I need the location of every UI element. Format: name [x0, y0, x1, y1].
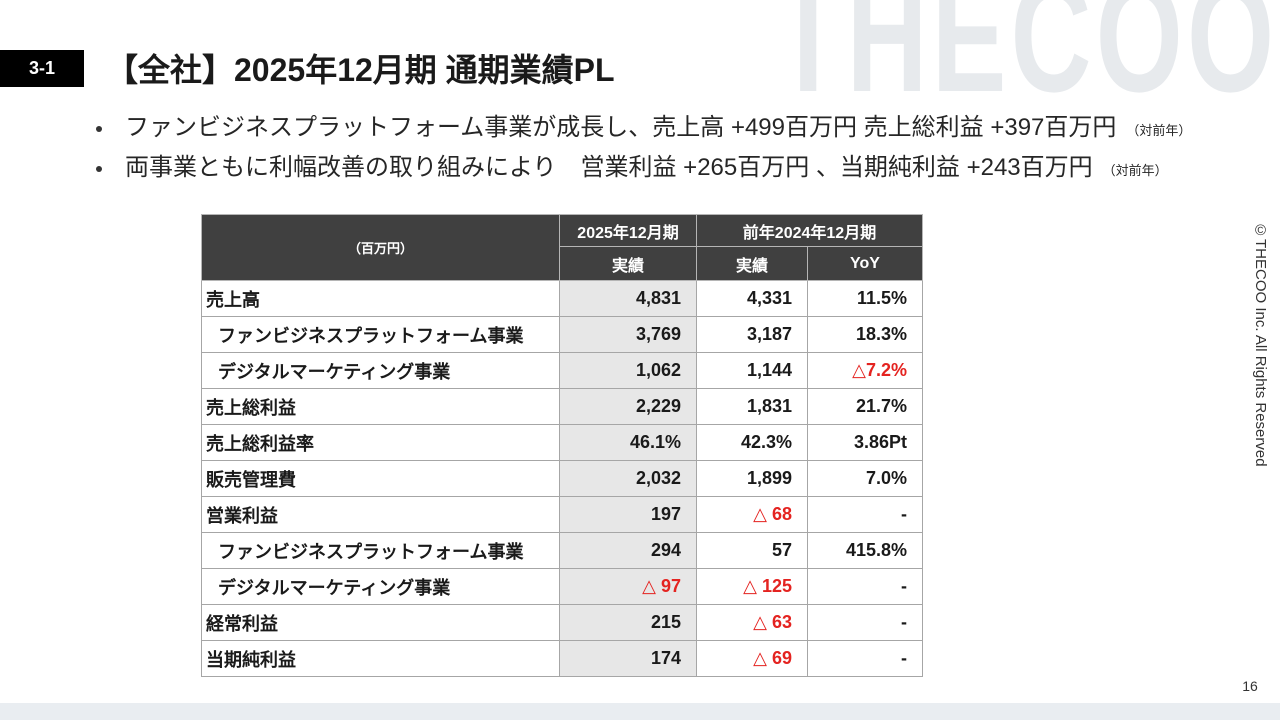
current-value: 2,032: [559, 460, 697, 497]
previous-value: △ 68: [696, 496, 808, 533]
previous-value: △ 125: [696, 568, 808, 605]
row-label: デジタルマーケティング事業: [201, 568, 560, 605]
yoy-value: -: [807, 496, 923, 533]
row-label: 売上総利益: [201, 388, 560, 425]
row-label: 販売管理費: [201, 460, 560, 497]
watermark-text: THECOO: [774, 0, 1279, 96]
row-label: 営業利益: [201, 496, 560, 533]
header-row: 実績 実績 YoY: [202, 246, 923, 281]
header-current-basis: 実績: [559, 246, 697, 281]
current-value: 294: [559, 532, 697, 569]
bullet-note: （対前年）: [1102, 163, 1168, 178]
previous-value: △ 63: [696, 604, 808, 641]
table-row: 経常利益 215 △ 63 -: [201, 604, 923, 641]
row-label: ファンビジネスプラットフォーム事業: [201, 532, 560, 569]
yoy-value: 21.7%: [807, 388, 923, 425]
previous-value: 57: [696, 532, 808, 569]
row-label: 経常利益: [201, 604, 560, 641]
yoy-value: 11.5%: [807, 280, 923, 317]
bullet-icon: [96, 166, 102, 172]
yoy-value: 18.3%: [807, 316, 923, 353]
table-row: 売上総利益率 46.1% 42.3% 3.86Pt: [201, 424, 923, 461]
current-value: △ 97: [559, 568, 697, 605]
table-row: ファンビジネスプラットフォーム事業 3,769 3,187 18.3%: [201, 316, 923, 353]
current-value: 3,769: [559, 316, 697, 353]
table-row: デジタルマーケティング事業 1,062 1,144 △7.2%: [201, 352, 923, 389]
previous-value: △ 69: [696, 640, 808, 677]
bullet-text: ファンビジネスプラットフォーム事業が成長し、売上高 +499百万円 売上総利益 …: [125, 114, 1117, 141]
footer-band: [0, 703, 1280, 720]
row-label: ファンビジネスプラットフォーム事業: [201, 316, 560, 353]
current-value: 46.1%: [559, 424, 697, 461]
current-value: 215: [559, 604, 697, 641]
table-row: デジタルマーケティング事業 △ 97 △ 125 -: [201, 568, 923, 605]
table-row: 売上高 4,831 4,331 11.5%: [201, 280, 923, 317]
bullet-text: 両事業ともに利幅改善の取り組みにより 営業利益 +265百万円 、当期純利益 +…: [125, 154, 1093, 181]
row-label: 売上高: [201, 280, 560, 317]
previous-value: 1,144: [696, 352, 808, 389]
table-body: 売上高 4,831 4,331 11.5% ファンビジネスプラットフォーム事業 …: [201, 280, 923, 677]
bullet-icon: [96, 126, 102, 132]
header-yoy: YoY: [807, 246, 923, 281]
table-row: 売上総利益 2,229 1,831 21.7%: [201, 388, 923, 425]
bullet-list: ファンビジネスプラットフォーム事業が成長し、売上高 +499百万円 売上総利益 …: [0, 108, 1240, 188]
pl-table: （百万円） 2025年12月期 前年2024年12月期 実績 実績 YoY 売上…: [201, 214, 923, 677]
previous-value: 3,187: [696, 316, 808, 353]
bullet-body: ファンビジネスプラットフォーム事業が成長し、売上高 +499百万円 売上総利益 …: [125, 108, 1191, 148]
current-value: 1,062: [559, 352, 697, 389]
previous-value: 42.3%: [696, 424, 808, 461]
previous-value: 4,331: [696, 280, 808, 317]
yoy-value: -: [807, 604, 923, 641]
page-number: 16: [1242, 678, 1258, 694]
watermark-logo: THECOO: [772, 0, 1280, 96]
header-current-period: 2025年12月期: [559, 214, 697, 247]
bullet-note: （対前年）: [1126, 123, 1192, 138]
previous-value: 1,831: [696, 388, 808, 425]
header-unit: （百万円）: [201, 214, 560, 281]
bullet-body: 両事業ともに利幅改善の取り組みにより 営業利益 +265百万円 、当期純利益 +…: [125, 148, 1168, 188]
bullet-item: 両事業ともに利幅改善の取り組みにより 営業利益 +265百万円 、当期純利益 +…: [0, 148, 1240, 188]
current-value: 174: [559, 640, 697, 677]
section-badge: 3-1: [0, 50, 84, 87]
table-row: 販売管理費 2,032 1,899 7.0%: [201, 460, 923, 497]
current-value: 4,831: [559, 280, 697, 317]
table-row: 当期純利益 174 △ 69 -: [201, 640, 923, 677]
yoy-value: △7.2%: [807, 352, 923, 389]
yoy-value: 3.86Pt: [807, 424, 923, 461]
page-title: 【全社】2025年12月期 通期業績PL: [106, 52, 615, 88]
row-label: デジタルマーケティング事業: [201, 352, 560, 389]
yoy-value: 415.8%: [807, 532, 923, 569]
copyright-text: ©THECOO Inc. All Rights Reserved: [1252, 222, 1269, 467]
header-row: （百万円） 2025年12月期 前年2024年12月期: [201, 214, 923, 281]
current-value: 2,229: [559, 388, 697, 425]
row-label: 当期純利益: [201, 640, 560, 677]
yoy-value: -: [807, 568, 923, 605]
current-value: 197: [559, 496, 697, 533]
table-row: 営業利益 197 △ 68 -: [201, 496, 923, 533]
yoy-value: 7.0%: [807, 460, 923, 497]
row-label: 売上総利益率: [201, 424, 560, 461]
header-previous-basis: 実績: [696, 246, 808, 281]
header-previous-period: 前年2024年12月期: [696, 214, 923, 247]
bullet-item: ファンビジネスプラットフォーム事業が成長し、売上高 +499百万円 売上総利益 …: [0, 108, 1240, 148]
previous-value: 1,899: [696, 460, 808, 497]
table-row: ファンビジネスプラットフォーム事業 294 57 415.8%: [201, 532, 923, 569]
table-header: （百万円） 2025年12月期 前年2024年12月期 実績 実績 YoY: [201, 214, 923, 281]
yoy-value: -: [807, 640, 923, 677]
